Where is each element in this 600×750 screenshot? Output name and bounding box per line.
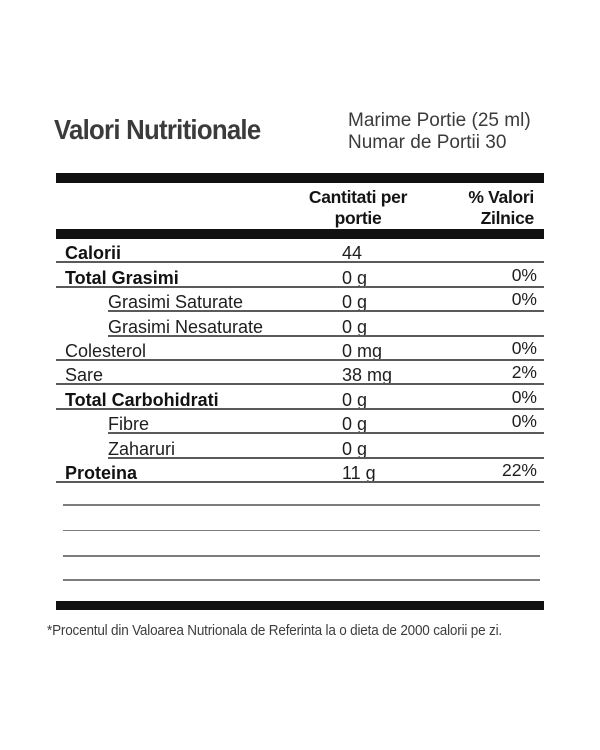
row-daily-value: 0%: [511, 386, 537, 407]
divider-thick-header: [56, 229, 544, 239]
row-daily-value: 22%: [501, 459, 537, 480]
row-label: Fibre: [108, 414, 150, 435]
column-header-daily-value-line1: % Valori: [468, 187, 534, 207]
row-label: Grasimi Nesaturate: [108, 316, 264, 337]
serving-info: Marime Portie (25 ml) Numar de Portii 30: [348, 110, 531, 154]
table-row-fibre: Fibre 0 g 0%: [56, 410, 544, 435]
row-daily-value: 0%: [511, 411, 537, 432]
row-amount: 0 mg: [342, 340, 383, 361]
row-amount: 0 g: [342, 389, 368, 410]
table-row-sare: Sare 38 mg 2%: [56, 361, 544, 386]
page-title: Valori Nutritionale: [54, 114, 261, 145]
table-row-calorii: Calorii 44: [56, 239, 544, 264]
row-daily-value: 0%: [511, 289, 537, 310]
column-header-daily-value: % Valori Zilnice: [468, 187, 534, 229]
row-amount: 38 mg: [342, 365, 393, 386]
label-sheet: Valori Nutritionale Marime Portie (25 ml…: [47, 0, 544, 750]
row-daily-value: 2%: [511, 362, 537, 383]
table-row-colesterol: Colesterol 0 mg 0%: [56, 337, 544, 362]
nutrition-table: Calorii 44 Total Grasimi 0 g 0% Grasimi …: [56, 239, 544, 484]
table-row-grasimi-nesaturate: Grasimi Nesaturate 0 g: [56, 312, 544, 337]
column-header-amount: Cantitati per portie: [308, 187, 408, 229]
column-header-daily-value-line2: Zilnice: [480, 208, 535, 228]
blank-line: [63, 504, 540, 506]
row-amount: 11 g: [342, 462, 376, 483]
table-row-total-grasimi: Total Grasimi 0 g 0%: [56, 263, 544, 289]
column-header-amount-line1: Cantitati per: [308, 187, 408, 207]
blank-line: [63, 579, 540, 581]
row-daily-value: 0%: [511, 337, 537, 358]
footnote: *Procentul din Valoarea Nutrionala de Re…: [47, 622, 502, 639]
divider-thick-bottom: [56, 601, 544, 610]
row-label: Sare: [65, 365, 104, 386]
row-amount: 0 g: [342, 414, 368, 435]
row-daily-value: 0%: [511, 264, 537, 285]
servings-per-container: Numar de Portii 30: [348, 132, 507, 153]
table-row-total-carbohidrati: Total Carbohidrati 0 g 0%: [56, 385, 544, 411]
serving-size: Marime Portie (25 ml): [348, 110, 531, 131]
blank-line: [63, 529, 540, 531]
row-label: Calorii: [65, 243, 122, 264]
row-amount: 44: [342, 243, 363, 264]
row-label: Grasimi Saturate: [108, 292, 244, 313]
row-amount: 0 g: [342, 438, 368, 459]
row-amount: 0 g: [342, 267, 368, 288]
table-row-zaharuri: Zaharuri 0 g: [56, 434, 544, 459]
row-label: Proteina: [65, 462, 138, 483]
row-label: Total Grasimi: [65, 267, 179, 288]
blank-line: [63, 555, 540, 557]
row-label: Zaharuri: [108, 438, 176, 459]
table-row-proteina: Proteina 11 g 22%: [56, 459, 544, 484]
table-row-grasimi-saturate: Grasimi Saturate 0 g 0%: [56, 288, 544, 313]
column-header-amount-line2: portie: [334, 208, 382, 228]
divider-thick-top: [56, 173, 544, 183]
row-amount: 0 g: [342, 316, 368, 337]
row-label: Total Carbohidrati: [65, 389, 219, 410]
row-amount: 0 g: [342, 292, 368, 313]
row-label: Colesterol: [65, 340, 147, 361]
